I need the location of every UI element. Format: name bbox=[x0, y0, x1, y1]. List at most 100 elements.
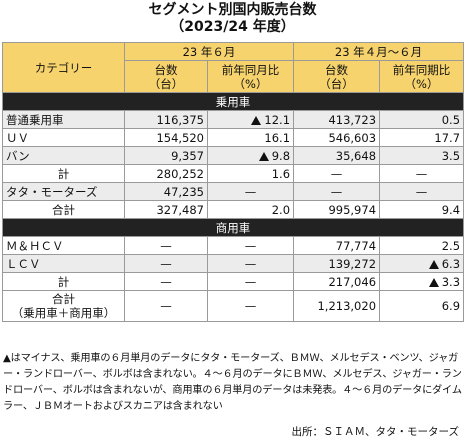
units-period-cell-text: 139,272 bbox=[328, 256, 377, 271]
units-period-cell-text: 217,046 bbox=[328, 274, 377, 289]
yoy-period-cell: 3.5 bbox=[379, 146, 465, 165]
yoy-period-cell-text: — bbox=[415, 166, 428, 181]
yoy-month-cell-text: 2.0 bbox=[271, 202, 291, 217]
units-month-cell: 47,235 bbox=[124, 182, 208, 201]
yoy-month-cell-text: 9.8 bbox=[271, 148, 291, 163]
row-label: ＬＣＶ bbox=[2, 254, 125, 273]
units-month-cell-text: — bbox=[160, 274, 172, 289]
yoy-month-cell: 16.1 bbox=[206, 128, 295, 147]
units-month-cell-text: — bbox=[160, 299, 172, 313]
row-label: 普通乗用車 bbox=[2, 110, 125, 129]
yoy-month-cell-text: 16.1 bbox=[264, 130, 291, 145]
table-row: ＵＶ 154,520 16.1 546,603 17.7 bbox=[2, 128, 465, 147]
yoy-month-cell-text: — bbox=[244, 184, 257, 199]
section-title: 商用車 bbox=[1, 218, 465, 237]
table-row: 計 280,252 1.6 — — bbox=[2, 164, 465, 183]
row-label: バン bbox=[2, 146, 125, 165]
table-row: 合計 327,487 2.0 995,974 9.4 bbox=[2, 200, 465, 219]
units-month-cell-text: 116,375 bbox=[156, 112, 204, 127]
row-label: Ｍ＆ＨＣＶ bbox=[2, 236, 125, 255]
row-label: タタ・モーターズ bbox=[2, 182, 125, 201]
units-period-cell-text: — bbox=[330, 184, 343, 199]
row-label: ＵＶ bbox=[2, 128, 125, 147]
units-month-cell-text: 280,252 bbox=[156, 166, 204, 181]
yoy-period-cell-text: 9.4 bbox=[441, 202, 461, 217]
yoy-period-cell-text: 6.9 bbox=[441, 299, 461, 313]
yoy-period-cell: 17.7 bbox=[379, 128, 465, 147]
units-month-cell: — bbox=[124, 290, 208, 322]
units-month-cell-text: — bbox=[160, 256, 172, 271]
header-period-month: 23 年６月 bbox=[123, 42, 295, 61]
units-period-cell-text: 1,213,020 bbox=[317, 299, 377, 313]
yoy-month-cell: 9.8 bbox=[206, 146, 295, 165]
units-period-cell: 413,723 bbox=[293, 110, 381, 129]
minus-triangle-icon bbox=[251, 115, 262, 125]
header-yoy-month: 前年同月比 （%） bbox=[206, 60, 295, 93]
yoy-month-cell: — bbox=[206, 182, 295, 201]
row-label: 合計 bbox=[2, 200, 125, 219]
units-period-cell-text: 35,648 bbox=[335, 148, 377, 163]
yoy-period-cell-text: — bbox=[415, 184, 428, 199]
header-units-month-text: 台数 （台） bbox=[148, 62, 184, 91]
minus-triangle-icon bbox=[428, 259, 439, 269]
yoy-month-cell-text: — bbox=[244, 256, 257, 271]
units-month-cell: 154,520 bbox=[124, 128, 208, 147]
header-yoy-month-text: 前年同月比 （%） bbox=[221, 62, 280, 91]
units-period-cell: 995,974 bbox=[293, 200, 381, 219]
units-period-cell: 77,774 bbox=[293, 236, 381, 255]
units-month-cell-text: 327,487 bbox=[156, 202, 204, 217]
yoy-month-cell-text: 1.6 bbox=[271, 166, 291, 181]
units-period-cell: 35,648 bbox=[293, 146, 381, 165]
section-header: 乗用車 bbox=[1, 92, 465, 111]
row-label: 合計 （乗用車＋商用車） bbox=[2, 290, 125, 322]
table-row: 普通乗用車 116,375 12.1 413,723 0.5 bbox=[2, 110, 465, 129]
yoy-month-cell: — bbox=[206, 272, 295, 291]
units-period-cell-text: 995,974 bbox=[328, 202, 377, 217]
yoy-period-cell: — bbox=[379, 164, 465, 183]
table-row: バン 9,357 9.8 35,648 3.5 bbox=[2, 146, 465, 165]
units-month-cell: — bbox=[124, 254, 208, 273]
table-row: Ｍ＆ＨＣＶ — — 77,774 2.5 bbox=[2, 236, 465, 255]
yoy-period-cell-text: 3.3 bbox=[441, 274, 461, 289]
yoy-month-cell-text: 12.1 bbox=[264, 112, 291, 127]
yoy-period-cell: 6.9 bbox=[379, 290, 465, 322]
yoy-month-cell-text: — bbox=[244, 274, 257, 289]
units-period-cell: — bbox=[293, 182, 381, 201]
row-label: 計 bbox=[2, 164, 125, 183]
table-row: ＬＣＶ — — 139,272 6.3 bbox=[2, 254, 465, 273]
title-line-2: （2023/24 年度） bbox=[170, 19, 295, 35]
yoy-month-cell: 12.1 bbox=[206, 110, 295, 129]
units-month-cell-text: 47,235 bbox=[163, 184, 204, 199]
sales-table: カテゴリー 23 年６月 23 年４月～６月 台数 （台） 前年同月比 （%） … bbox=[1, 42, 465, 322]
units-month-cell: 9,357 bbox=[124, 146, 208, 165]
row-label: 計 bbox=[2, 272, 125, 291]
units-period-cell-text: 77,774 bbox=[335, 238, 377, 253]
table-row: 計 — — 217,046 3.3 bbox=[2, 272, 465, 291]
footnote: ▲はマイナス、乗用車の６月単月のデータにタタ・モーターズ、ＢＭＷ、メルセデス・ベ… bbox=[3, 353, 462, 412]
units-period-cell-text: 413,723 bbox=[328, 112, 377, 127]
yoy-month-cell: — bbox=[206, 290, 295, 322]
yoy-period-cell-text: 0.5 bbox=[441, 112, 461, 127]
units-period-cell-text: — bbox=[330, 166, 343, 181]
title-line-1: セグメント別国内販売台数 bbox=[148, 2, 317, 18]
source-credit: 出所：ＳＩＡＭ、タタ・モーターズ bbox=[291, 426, 459, 438]
units-period-cell: 139,272 bbox=[293, 254, 381, 273]
units-period-cell: 217,046 bbox=[293, 272, 381, 291]
units-month-cell: 280,252 bbox=[124, 164, 208, 183]
units-period-cell: 1,213,020 bbox=[293, 290, 381, 322]
yoy-month-cell: — bbox=[206, 254, 295, 273]
units-month-cell: 327,487 bbox=[124, 200, 208, 219]
title: セグメント別国内販売台数 （2023/24 年度） bbox=[0, 0, 465, 36]
units-month-cell: — bbox=[124, 236, 208, 255]
yoy-period-cell: 2.5 bbox=[379, 236, 465, 255]
units-month-cell: — bbox=[124, 272, 208, 291]
yoy-month-cell-text: — bbox=[244, 238, 257, 253]
units-period-cell: 546,603 bbox=[293, 128, 381, 147]
yoy-period-cell: 0.5 bbox=[379, 110, 465, 129]
header-units-month: 台数 （台） bbox=[124, 60, 208, 93]
yoy-month-cell: 2.0 bbox=[206, 200, 295, 219]
yoy-period-cell: — bbox=[379, 182, 465, 201]
yoy-month-cell-text: — bbox=[244, 299, 257, 313]
units-period-cell-text: 546,603 bbox=[328, 130, 377, 145]
yoy-month-cell: — bbox=[206, 236, 295, 255]
